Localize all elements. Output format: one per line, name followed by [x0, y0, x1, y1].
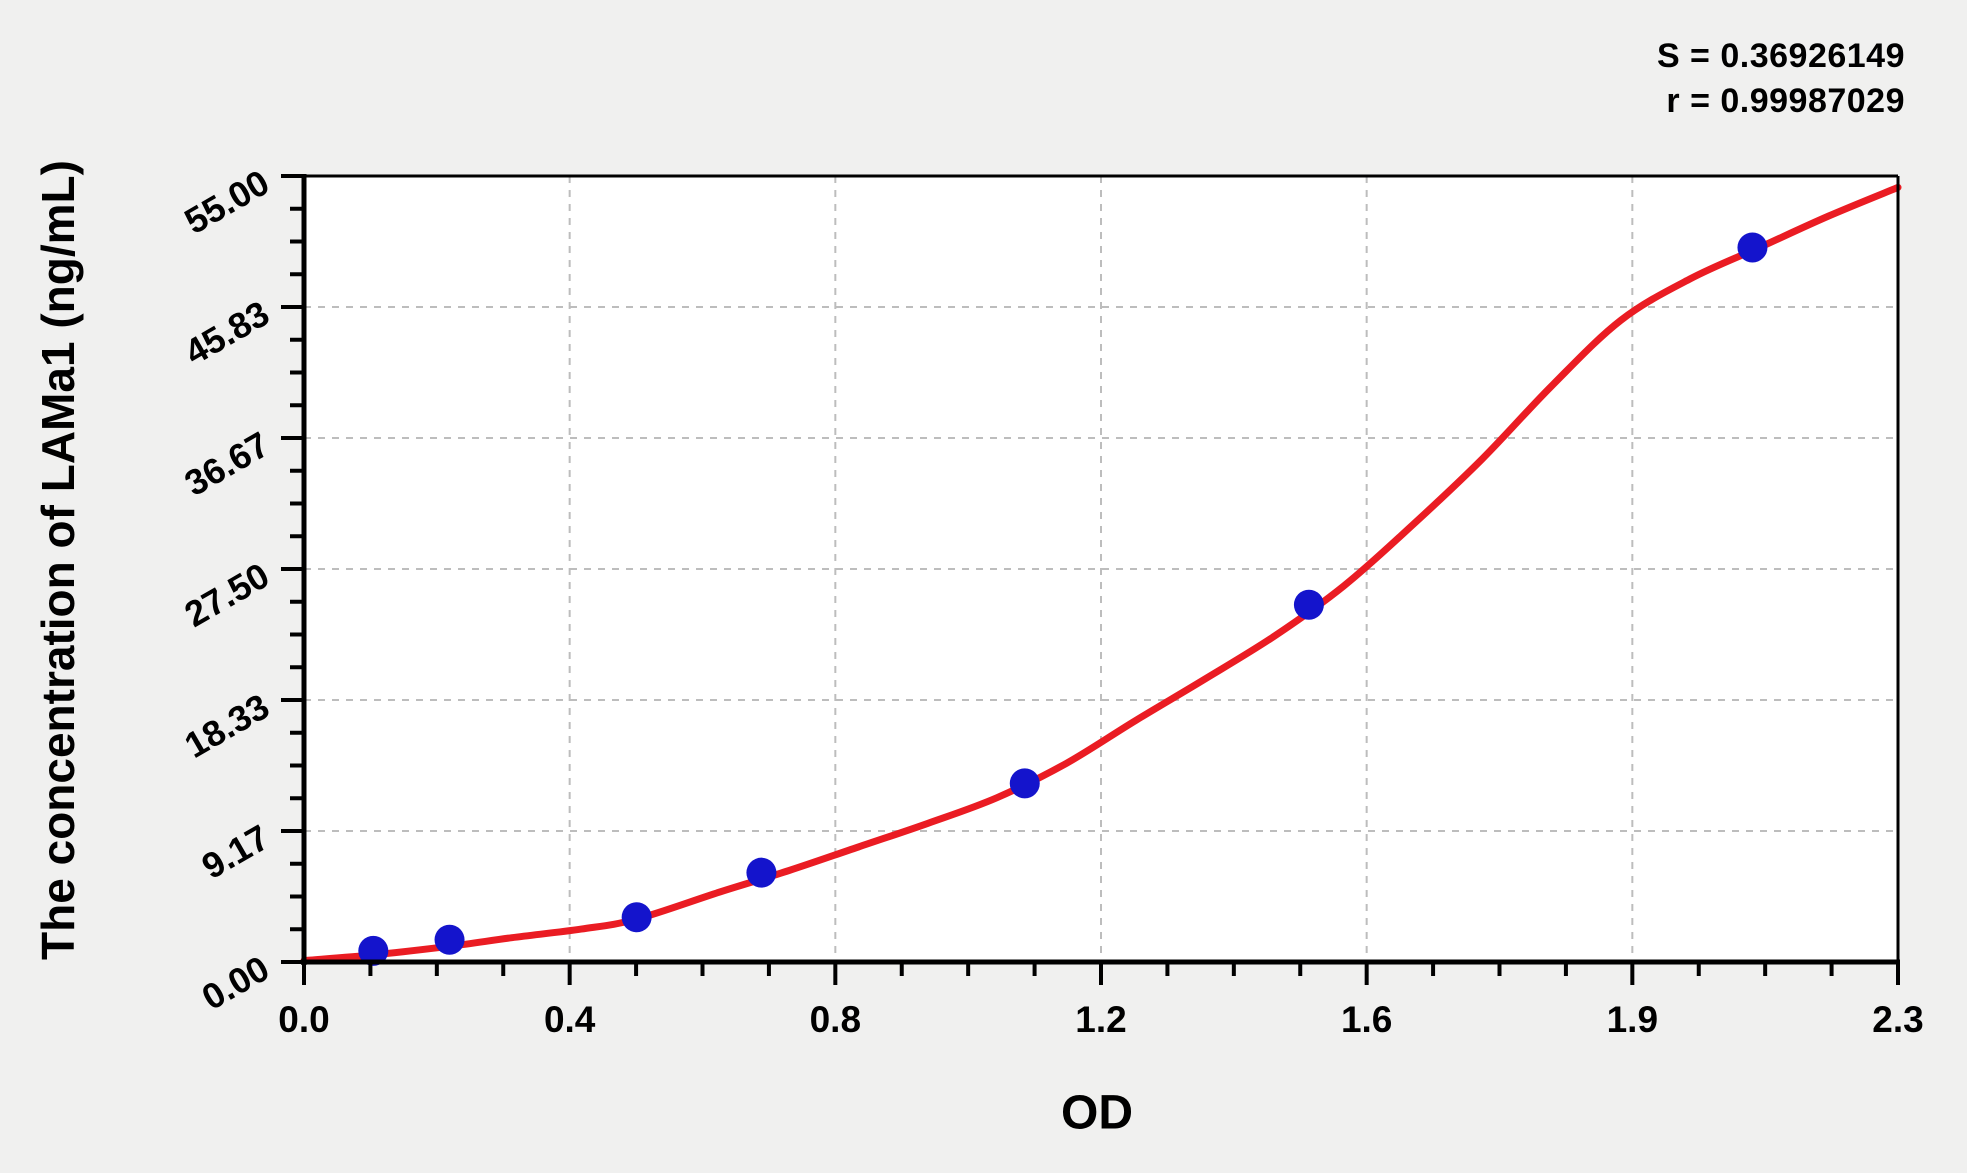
x-tick-label: 0.8 — [810, 999, 861, 1040]
y-tick-label: 9.17 — [195, 816, 276, 887]
x-tick-label: 1.2 — [1075, 999, 1126, 1040]
y-tick-label: 36.67 — [177, 423, 276, 504]
y-axis-title: The concentration of LAMa1 (ng/mL) — [32, 160, 84, 960]
fit-curve — [300, 183, 1902, 965]
y-tick-label: 0.00 — [195, 947, 276, 1018]
data-point — [1737, 232, 1768, 263]
s-value: S = 0.36926149 — [1656, 37, 1905, 75]
data-point — [1293, 589, 1324, 620]
x-tick-label: 2.3 — [1872, 999, 1923, 1040]
y-tick-label: 27.50 — [177, 554, 276, 635]
x-tick-label: 0.0 — [278, 999, 329, 1040]
r-value: r = 0.99987029 — [1666, 82, 1905, 120]
fit-statistics: S = 0.36926149 r = 0.99987029 — [1657, 34, 1905, 124]
data-point — [434, 924, 465, 955]
x-tick-label: 1.9 — [1607, 999, 1658, 1040]
data-point — [621, 902, 652, 933]
data-point — [746, 857, 777, 888]
y-tick-label: 45.83 — [177, 292, 276, 373]
x-tick-label: 0.4 — [544, 999, 596, 1040]
y-tick-label: 18.33 — [177, 685, 276, 766]
x-tick-label: 1.6 — [1341, 999, 1392, 1040]
data-point — [358, 935, 389, 966]
y-tick-label: 55.00 — [177, 161, 276, 242]
data-point — [1009, 768, 1040, 799]
x-axis-title: OD — [1061, 1086, 1133, 1140]
